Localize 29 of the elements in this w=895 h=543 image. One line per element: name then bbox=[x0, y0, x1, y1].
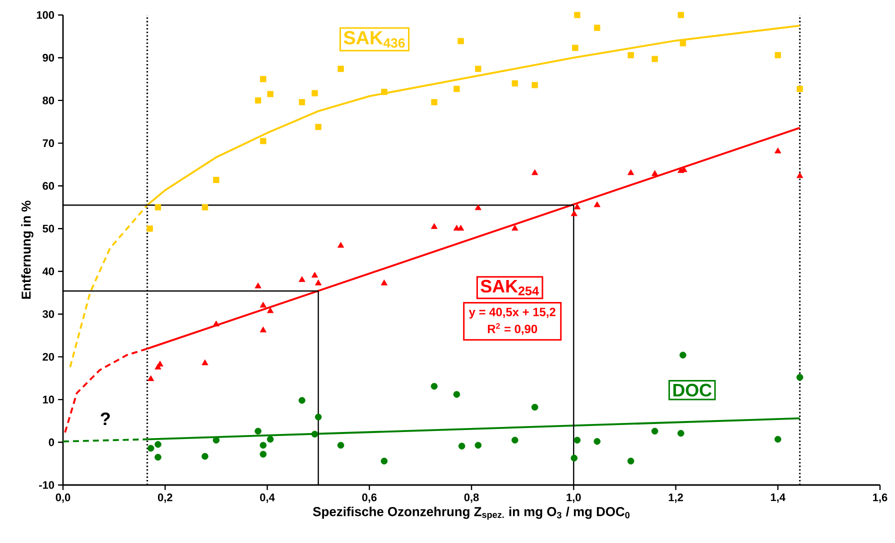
x-tick-label: 1,6 bbox=[873, 494, 888, 503]
y-axis-title: Entfernung in % bbox=[21, 200, 34, 299]
y-tick-label: 40 bbox=[42, 267, 54, 276]
text: SAK$_{254}$ bbox=[480, 280, 539, 296]
y-tick-label: 90 bbox=[42, 54, 54, 62]
x-axis-title: Spezifische Ozonzehrung Z$_{spez.}$ in mg O$_{3}$ / mg DOC$_{0}$ bbox=[313, 506, 630, 520]
y-tick-label: 100 bbox=[36, 11, 54, 19]
y-tick-label: 10 bbox=[42, 396, 54, 404]
y-tick-label: 20 bbox=[42, 352, 54, 361]
y-tick-label: 80 bbox=[42, 96, 54, 104]
annotation: y = 40,5x + 15,2 bbox=[468, 308, 556, 319]
y-tick-label: -10 bbox=[39, 481, 54, 489]
annotation: R$^{2}$ = 0,90 bbox=[488, 323, 538, 335]
series-label: DOC bbox=[673, 384, 712, 396]
y-tick-label: 60 bbox=[42, 182, 54, 190]
annotation: ? bbox=[100, 412, 110, 426]
y-tick-label: 50 bbox=[42, 224, 54, 233]
x-tick-label: 0,2 bbox=[158, 494, 172, 503]
x-tick-label: 1,2 bbox=[668, 494, 683, 503]
x-tick-label: 0,4 bbox=[260, 494, 275, 503]
y-tick-label: 30 bbox=[42, 310, 54, 318]
x-tick-label: 0,8 bbox=[464, 494, 479, 503]
x-tick-label: 1,0 bbox=[566, 494, 581, 503]
y-tick-label: 0 bbox=[48, 438, 54, 446]
y-tick-label: 70 bbox=[42, 139, 54, 148]
x-tick-label: 1,4 bbox=[770, 494, 786, 503]
x-tick-label: 0,6 bbox=[362, 494, 377, 503]
x-tick-label: 0,0 bbox=[56, 494, 70, 503]
series-label: SAK$_{436}$ bbox=[344, 31, 405, 48]
